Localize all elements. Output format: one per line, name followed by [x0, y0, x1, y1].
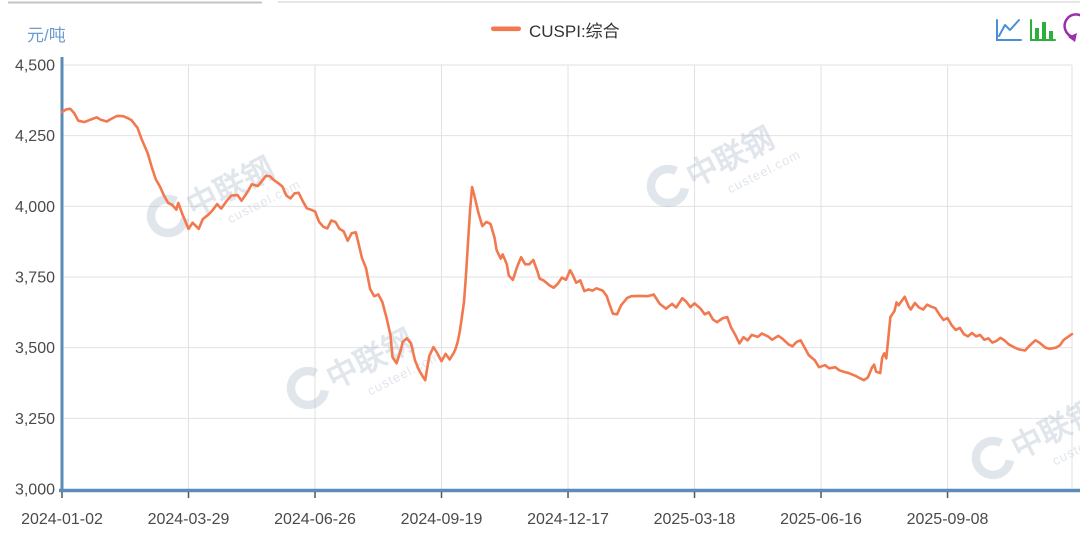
- y-tick-label: 3,750: [15, 270, 55, 287]
- y-axis-unit-label: 元/吨: [27, 26, 66, 45]
- legend-line-marker: [491, 26, 521, 32]
- toolbar: [996, 13, 1080, 42]
- x-tick-label: 2024-09-19: [401, 511, 483, 528]
- cuspi-series-line[interactable]: [60, 107, 1074, 382]
- y-tick-label: 3,500: [15, 340, 55, 357]
- bar-chart-icon[interactable]: [1030, 19, 1056, 41]
- line-chart-icon[interactable]: [996, 19, 1022, 41]
- x-tick-label: 2024-01-02: [21, 511, 103, 528]
- custeel-logo-icon: [971, 436, 1015, 480]
- y-tick-label: 4,250: [15, 128, 55, 145]
- restore-arrow-icon[interactable]: [1063, 13, 1080, 42]
- axes-layer: [59, 57, 1080, 498]
- axis-labels-layer: 3,000 3,250 3,500 3,750 4,000 4,250 4,500 2024-…: [15, 58, 989, 529]
- x-tick-label: 2024-06-26: [274, 511, 356, 528]
- x-tick-label: 2025-06-16: [780, 511, 862, 528]
- x-tick-label: 2025-09-08: [907, 511, 989, 528]
- y-tick-label: 4,500: [15, 58, 55, 75]
- x-tick-label: 2025-03-18: [654, 511, 736, 528]
- x-tick-label: 2024-03-29: [148, 511, 230, 528]
- legend-label: CUSPI:综合: [529, 22, 620, 41]
- y-tick-label: 3,250: [15, 411, 55, 428]
- x-tick-label: 2024-12-17: [527, 511, 609, 528]
- custeel-logo-icon: [646, 164, 690, 208]
- custeel-logo-icon: [286, 366, 330, 410]
- y-tick-label: 3,000: [15, 482, 55, 499]
- y-tick-label: 4,000: [15, 199, 55, 216]
- series-layer: [60, 107, 1074, 382]
- legend-item-cuspi[interactable]: CUSPI:综合: [491, 22, 620, 41]
